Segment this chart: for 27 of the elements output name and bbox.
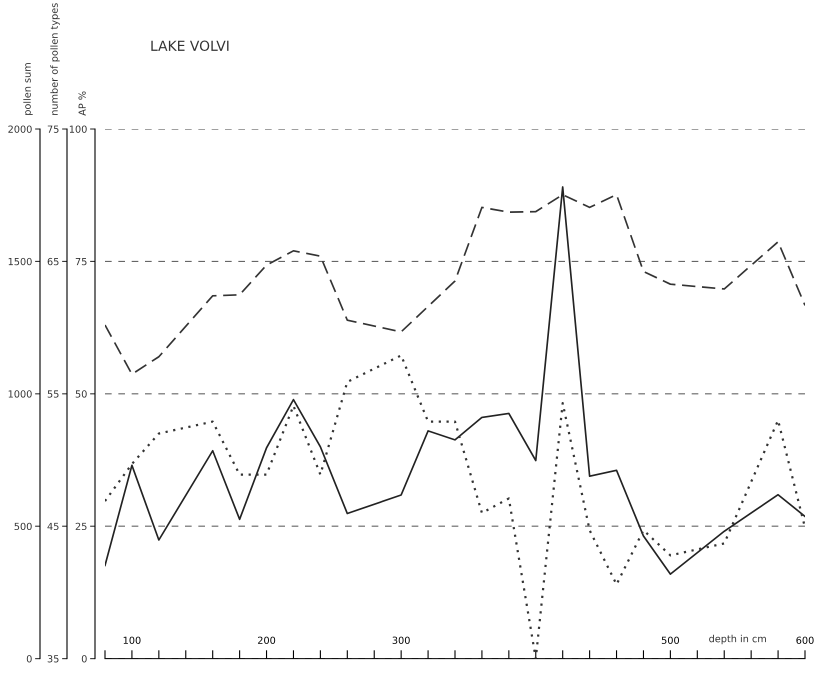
y2-tick-label: 75 [48, 126, 59, 133]
y2-axis-title: number of pollen types [50, 3, 60, 115]
x-tick-label: 300 [392, 636, 410, 644]
x-tick-label: 200 [258, 636, 276, 644]
y2-tick-label: 35 [48, 655, 59, 662]
y3-tick-label: 0 [82, 655, 87, 662]
y-axis-title: pollen sum [23, 63, 33, 115]
y3-tick-label: 25 [76, 522, 87, 530]
y2-tick-label: 45 [47, 522, 59, 530]
y-tick-label: 1000 [8, 390, 32, 398]
x-axis-title: depth in cm [709, 634, 766, 644]
y-tick-label: 1500 [8, 258, 32, 266]
chart-title: LAKE VOLVI [151, 40, 228, 52]
x-tick-label: 600 [796, 636, 814, 644]
x-tick-label: 100 [124, 636, 141, 644]
line-series [105, 194, 805, 376]
y-tick-label: 0 [26, 655, 32, 662]
y2-tick-label: 55 [48, 390, 59, 398]
y3-tick-label: 50 [76, 390, 87, 398]
line-series [105, 186, 805, 575]
y-tick-label: 2000 [8, 125, 32, 133]
y3-axis-title: AP % [78, 91, 86, 116]
y3-tick-label: 75 [76, 258, 87, 266]
y3-tick-label: 100 [70, 125, 87, 133]
y-tick-label: 500 [14, 522, 32, 530]
x-tick-label: 500 [662, 636, 680, 644]
y2-tick-label: 65 [48, 258, 59, 266]
